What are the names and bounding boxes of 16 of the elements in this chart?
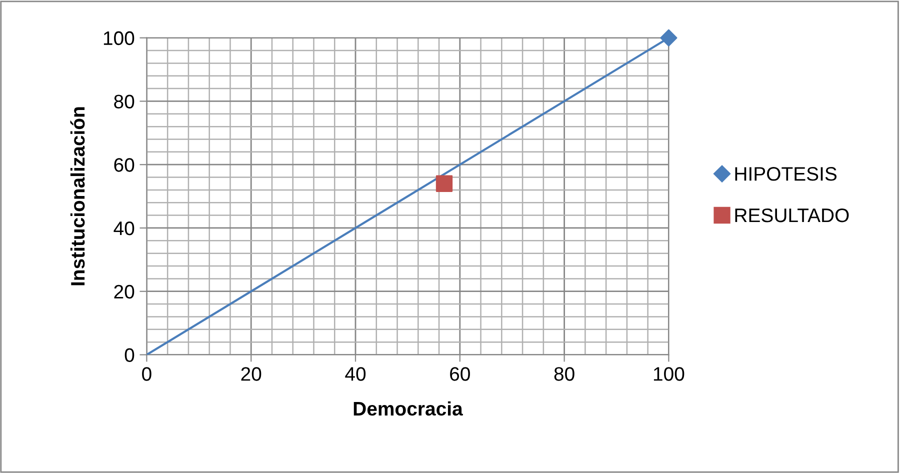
x-tick-label: 0 xyxy=(142,367,152,381)
y-tick-label: 0 xyxy=(124,348,134,362)
x-tick-label: 80 xyxy=(554,367,574,381)
y-tick-label: 100 xyxy=(104,31,134,46)
legend-label: RESULTADO xyxy=(735,208,849,222)
y-tick-label: 60 xyxy=(114,158,134,172)
y-axis-title: Institucionalización xyxy=(70,107,85,286)
x-tick-label: 60 xyxy=(450,367,470,381)
x-tick-label: 40 xyxy=(345,367,366,381)
x-tick-label: 100 xyxy=(654,367,684,381)
y-tick-label: 40 xyxy=(114,221,134,236)
legend-label: HIPOTESIS xyxy=(735,167,837,181)
y-tick-label: 80 xyxy=(114,94,134,108)
x-axis-title: Democracia xyxy=(354,401,463,416)
x-tick-label: 20 xyxy=(241,367,262,381)
y-tick-label: 20 xyxy=(114,284,134,299)
